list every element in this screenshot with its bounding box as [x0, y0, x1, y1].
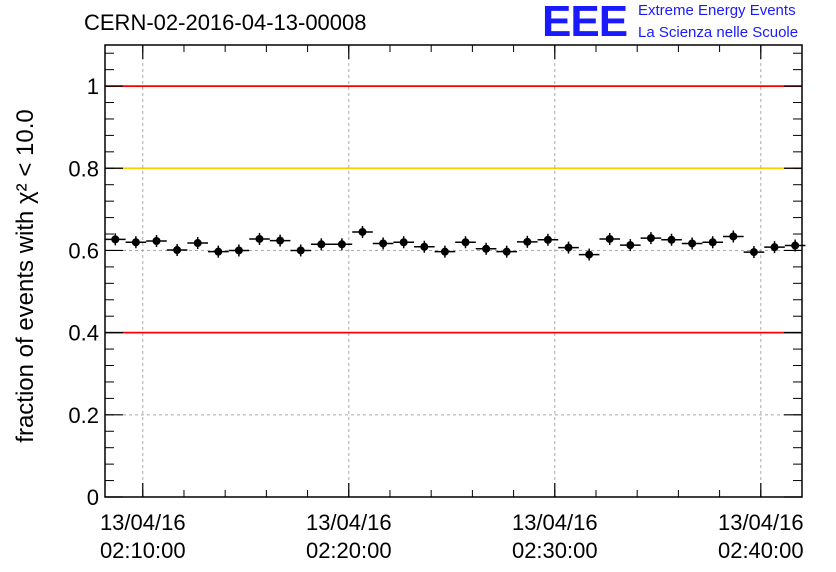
x-tick-label-time: 02:30:00 [512, 538, 598, 563]
data-point [626, 241, 635, 250]
data-point [502, 247, 511, 256]
data-point [543, 235, 552, 244]
data-point [482, 244, 491, 253]
data-point [276, 236, 285, 245]
data-point [358, 227, 367, 236]
axes: 0 0.2 0.4 0.6 0.8 1 13/04/16 02:10:00 13/04/16 02… [68, 45, 804, 563]
eee-logo: EEE Extreme Energy Events La Scienza nel… [542, 0, 832, 46]
data-point [234, 246, 243, 255]
x-tick-label-date: 13/04/16 [718, 510, 804, 535]
x-tick-label-time: 02:20:00 [306, 538, 392, 563]
y-tick-label: 0 [87, 485, 99, 510]
data-point [585, 250, 594, 259]
data-point [749, 248, 758, 257]
data-point [193, 239, 202, 248]
data-point [131, 238, 140, 247]
logo-line-1: Extreme Energy Events [638, 2, 796, 19]
data-point [111, 235, 120, 244]
data-point [605, 234, 614, 243]
data-point [708, 238, 717, 247]
data-point [523, 237, 532, 246]
data-points [105, 225, 806, 261]
y-tick-label: 0.6 [68, 238, 99, 263]
y-tick-label: 0.2 [68, 403, 99, 428]
x-tick-label-time: 02:40:00 [718, 538, 804, 563]
data-point [461, 238, 470, 247]
data-point [255, 234, 264, 243]
data-point [379, 239, 388, 248]
data-point [317, 240, 326, 249]
y-axis-label: fraction of events with χ² < 10.0 [12, 109, 39, 442]
data-point [667, 235, 676, 244]
data-point [564, 243, 573, 252]
data-point [337, 240, 346, 249]
y-tick-label: 1 [87, 74, 99, 99]
x-tick-label-date: 13/04/16 [306, 510, 392, 535]
data-point [688, 239, 697, 248]
data-point [214, 247, 223, 256]
data-point [152, 237, 161, 246]
data-point [440, 247, 449, 256]
y-tick-label: 0.8 [68, 156, 99, 181]
logo-line-2: La Scienza nelle Scuole [638, 24, 799, 41]
reference-lines [105, 85, 802, 334]
data-point [399, 238, 408, 247]
eee-logo-mark: EEE [542, 0, 628, 46]
data-point [296, 246, 305, 255]
data-point [646, 234, 655, 243]
y-tick-label: 0.4 [68, 321, 99, 346]
data-point [729, 232, 738, 241]
chart-title: CERN-02-2016-04-13-00008 [84, 10, 367, 35]
data-point [770, 243, 779, 252]
x-tick-label-date: 13/04/16 [512, 510, 598, 535]
data-point [791, 241, 800, 250]
data-point [420, 242, 429, 251]
x-tick-label-time: 02:10:00 [100, 538, 186, 563]
grid-lines [105, 45, 802, 497]
x-tick-label-date: 13/04/16 [100, 510, 186, 535]
plot-frame [104, 44, 803, 498]
data-point [173, 246, 182, 255]
